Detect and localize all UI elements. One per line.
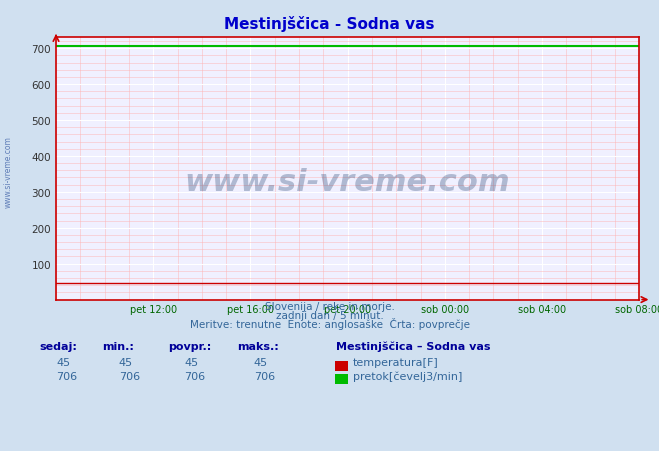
Text: 706: 706 (254, 371, 275, 381)
Text: 706: 706 (185, 371, 206, 381)
Text: 45: 45 (185, 357, 198, 367)
Text: temperatura[F]: temperatura[F] (353, 357, 438, 367)
Text: pretok[čevelj3/min]: pretok[čevelj3/min] (353, 370, 462, 381)
Text: 45: 45 (119, 357, 132, 367)
Text: 45: 45 (254, 357, 268, 367)
Text: www.si-vreme.com: www.si-vreme.com (185, 168, 511, 197)
Text: sedaj:: sedaj: (40, 341, 77, 351)
Text: zadnji dan / 5 minut.: zadnji dan / 5 minut. (275, 310, 384, 320)
Text: Mestinjščica – Sodna vas: Mestinjščica – Sodna vas (336, 341, 490, 351)
Text: povpr.:: povpr.: (168, 341, 212, 351)
Text: min.:: min.: (102, 341, 134, 351)
Text: www.si-vreme.com: www.si-vreme.com (3, 135, 13, 207)
Text: Meritve: trenutne  Enote: anglosaške  Črta: povprečje: Meritve: trenutne Enote: anglosaške Črta… (190, 317, 469, 329)
Text: 706: 706 (56, 371, 77, 381)
Text: 45: 45 (56, 357, 70, 367)
Text: 706: 706 (119, 371, 140, 381)
Text: Slovenija / reke in morje.: Slovenija / reke in morje. (264, 301, 395, 311)
Text: maks.:: maks.: (237, 341, 279, 351)
Text: Mestinjščica - Sodna vas: Mestinjščica - Sodna vas (224, 16, 435, 32)
